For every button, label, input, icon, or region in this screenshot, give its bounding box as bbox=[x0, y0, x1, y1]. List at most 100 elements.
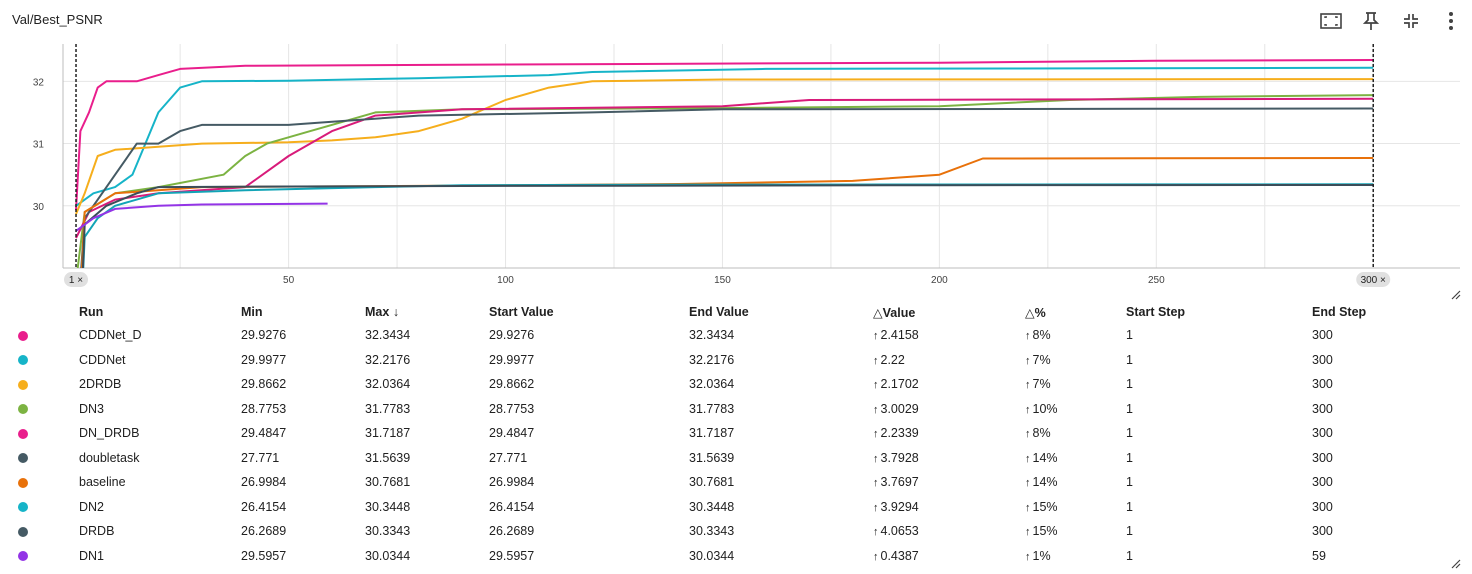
run-color-icon[interactable] bbox=[18, 453, 28, 464]
start-value: 29.4847 bbox=[489, 426, 535, 441]
delta-icon: △ bbox=[873, 305, 883, 320]
series-line-CDDNet bbox=[75, 66, 1374, 207]
table-row[interactable]: 2DRDB 29.8662 32.0364 29.8662 32.0364 ↑ 2.1702… bbox=[0, 372, 1472, 397]
delta-percent-text: 15% bbox=[1032, 499, 1058, 514]
series-line-CDDNet_D bbox=[75, 59, 1374, 211]
collapse-button[interactable] bbox=[1396, 8, 1426, 34]
delta-percent: ↑ 14% bbox=[1025, 470, 1126, 495]
delta-percent: ↑ 10% bbox=[1025, 397, 1126, 422]
run-color-icon[interactable] bbox=[18, 502, 28, 513]
step-marker-label[interactable]: 1 × bbox=[69, 275, 83, 286]
run-color-icon[interactable] bbox=[18, 355, 28, 366]
run-color-icon[interactable] bbox=[18, 526, 28, 537]
end-value: 32.0364 bbox=[689, 377, 735, 392]
delta-value-text: 0.4387 bbox=[880, 548, 919, 563]
table-row[interactable]: DN2 26.4154 30.3448 26.4154 30.3448 ↑ 3.9294 ↑ 1… bbox=[0, 495, 1472, 520]
delta-percent: ↑ 1% bbox=[1025, 544, 1126, 569]
chart-area[interactable]: 30 31 32 50 100 150 200 250 1 × 300 × bbox=[0, 36, 1472, 296]
step-marker-chip bbox=[64, 272, 89, 287]
x-tick-label: 150 bbox=[714, 275, 731, 286]
table-row[interactable]: DRDB 26.2689 30.3343 26.2689 30.3343 ↑ 4.0653 ↑… bbox=[0, 519, 1472, 544]
run-color-icon[interactable] bbox=[18, 477, 28, 488]
min-value: 29.8662 bbox=[241, 377, 287, 392]
run-color-icon[interactable] bbox=[18, 379, 28, 390]
color-dot bbox=[0, 470, 79, 495]
line-chart[interactable]: 30 31 32 50 100 150 200 250 1 × 300 × bbox=[0, 36, 1472, 296]
series-line-2DRDB bbox=[75, 78, 1374, 215]
table-row[interactable]: CDDNet 29.9977 32.2176 29.9977 32.2176 ↑ 2.22 ↑… bbox=[0, 348, 1472, 373]
min-value: 29.9977 bbox=[241, 352, 287, 367]
start-step: 1 bbox=[1126, 499, 1133, 514]
min-value: 29.4847 bbox=[241, 426, 287, 441]
step-marker-label[interactable]: 300 × bbox=[1361, 275, 1386, 286]
arrow-up-icon: ↑ bbox=[873, 501, 879, 514]
arrow-up-icon: ↑ bbox=[1025, 501, 1031, 514]
max-value: 32.3434 bbox=[365, 328, 411, 343]
sort-desc-icon: ↓ bbox=[392, 305, 400, 319]
header-color bbox=[0, 301, 79, 323]
header-start-step[interactable]: Start Step bbox=[1126, 305, 1186, 319]
pin-button[interactable] bbox=[1356, 8, 1386, 34]
end-value: 30.3343 bbox=[689, 524, 735, 539]
table-row[interactable]: doubletask 27.771 31.5639 27.771 31.5639 ↑ 3.7… bbox=[0, 446, 1472, 471]
color-dot bbox=[0, 544, 79, 569]
table-row[interactable]: DN_DRDB 29.4847 31.7187 29.4847 31.7187 ↑ 2.23… bbox=[0, 421, 1472, 446]
run-color-icon[interactable] bbox=[18, 404, 28, 415]
end-value: 32.3434 bbox=[689, 328, 735, 343]
end-step: 300 bbox=[1312, 401, 1333, 416]
header-end-step[interactable]: End Step bbox=[1312, 305, 1367, 319]
header-run[interactable]: Run bbox=[79, 305, 104, 319]
color-dot bbox=[0, 446, 79, 471]
table-row[interactable]: DN3 28.7753 31.7783 28.7753 31.7783 ↑ 3.0029 ↑ 1… bbox=[0, 397, 1472, 422]
color-dot bbox=[0, 348, 79, 373]
run-name: DN1 bbox=[79, 548, 105, 563]
run-name: CDDNet_D bbox=[79, 328, 142, 343]
header-delta-percent[interactable]: △% bbox=[1025, 301, 1126, 323]
y-tick-label: 30 bbox=[33, 202, 45, 213]
run-color-icon[interactable] bbox=[18, 551, 28, 562]
table-row[interactable]: DN1 29.5957 30.0344 29.5957 30.0344 ↑ 0.4387 ↑ 1… bbox=[0, 544, 1472, 569]
chart-resize-handle[interactable] bbox=[1449, 287, 1461, 300]
header-end-value[interactable]: End Value bbox=[689, 305, 749, 319]
min-value: 29.9276 bbox=[241, 328, 287, 343]
delta-value: ↑ 2.22 bbox=[873, 348, 1025, 373]
delta-percent: ↑ 15% bbox=[1025, 519, 1126, 544]
table-resize-handle[interactable] bbox=[1449, 556, 1461, 569]
table-row[interactable]: CDDNet_D 29.9276 32.3434 29.9276 32.3434 ↑ 2.4… bbox=[0, 323, 1472, 348]
min-value: 26.2689 bbox=[241, 524, 287, 539]
end-value: 31.7187 bbox=[689, 426, 735, 441]
end-value: 32.2176 bbox=[689, 352, 735, 367]
more-options-button[interactable] bbox=[1436, 8, 1466, 34]
delta-value: ↑ 3.7928 bbox=[873, 446, 1025, 471]
delta-value: ↑ 3.9294 bbox=[873, 495, 1025, 520]
run-color-icon[interactable] bbox=[18, 428, 28, 439]
series-line-DN3 bbox=[76, 94, 1374, 268]
step-marker-chip bbox=[1356, 272, 1391, 287]
delta-value-text: 3.0029 bbox=[880, 401, 919, 416]
header-delta-value[interactable]: △Value bbox=[873, 301, 1025, 323]
start-step: 1 bbox=[1126, 352, 1133, 367]
start-step: 1 bbox=[1126, 524, 1133, 539]
header-min[interactable]: Min bbox=[241, 305, 263, 319]
run-color-icon[interactable] bbox=[18, 330, 28, 341]
max-value: 30.7681 bbox=[365, 475, 411, 490]
start-value: 29.9977 bbox=[489, 352, 535, 367]
table-row[interactable]: baseline 26.9984 30.7681 26.9984 30.7681 ↑ 3.7… bbox=[0, 470, 1472, 495]
start-step: 1 bbox=[1126, 548, 1133, 563]
delta-percent: ↑ 7% bbox=[1025, 372, 1126, 397]
header-max[interactable]: Max ↓ bbox=[365, 301, 489, 323]
end-step: 300 bbox=[1312, 524, 1333, 539]
delta-percent-text: 1% bbox=[1032, 548, 1051, 563]
run-name: CDDNet bbox=[79, 352, 126, 367]
series-line-DN1 bbox=[75, 202, 328, 232]
start-step: 1 bbox=[1126, 328, 1133, 343]
max-value: 31.7187 bbox=[365, 426, 411, 441]
fit-domain-button[interactable] bbox=[1316, 8, 1346, 34]
runs-table: Run Min Max ↓ Start Value End Value △Val… bbox=[0, 301, 1472, 568]
arrow-up-icon: ↑ bbox=[1025, 452, 1031, 465]
pin-icon bbox=[1363, 11, 1379, 31]
header-start-value[interactable]: Start Value bbox=[489, 305, 554, 319]
color-dot bbox=[0, 372, 79, 397]
run-name: baseline bbox=[79, 475, 126, 490]
delta-percent-text: 14% bbox=[1032, 475, 1058, 490]
